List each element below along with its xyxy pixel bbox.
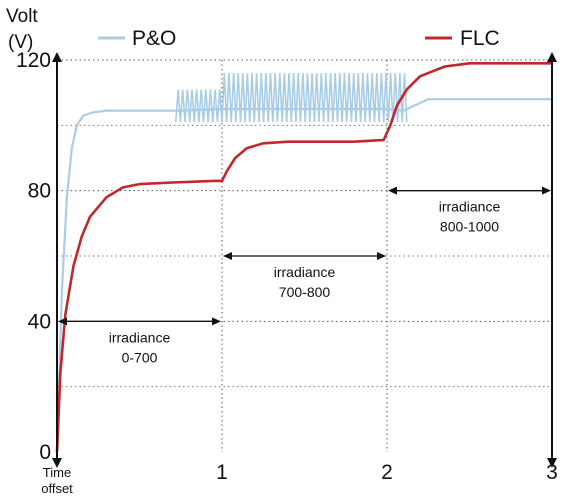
annotation-arrowhead-right-0 (212, 317, 221, 326)
annotation-label-line2-0: 0-700 (122, 349, 158, 365)
series-line-p-o (55, 98, 552, 453)
y-axis-label-line2: (V) (8, 32, 33, 53)
y-axis-left-arrow (52, 52, 62, 62)
x-tick-label-2: 2 (381, 461, 393, 484)
y-axis-label-line1: Volt (6, 6, 38, 27)
annotation-label-line2-1: 700-800 (279, 284, 331, 300)
annotation-arrowhead-right-1 (377, 252, 386, 260)
x-tick-label-1: 1 (216, 461, 228, 484)
series-oscillation-p-o-1 (221, 73, 408, 123)
annotation-arrowhead-left-2 (388, 186, 397, 195)
annotation-arrowhead-left-1 (223, 252, 232, 260)
y-axis-left-arrow-bottom (52, 458, 62, 468)
x-tick-label-3: 3 (546, 461, 558, 484)
y-axis-right-arrow-bottom (547, 458, 557, 468)
y-tick-label-2: 80 (28, 180, 51, 203)
legend-label-flc: FLC (460, 27, 500, 50)
annotations: irradiance 0-700 irradiance 700-800 irradian… (58, 186, 551, 365)
annotation-arrowhead-right-2 (542, 186, 551, 195)
x-tick-label-0-line2: offset (41, 481, 73, 496)
axes: 0 40 80 120 Time 1 2 3 (16, 49, 558, 484)
legend-label-po: P&O (132, 27, 176, 50)
annotation-label-line1-1: irradiance (274, 264, 336, 280)
annotation-arrowhead-left-0 (58, 317, 67, 326)
series-layer (55, 62, 552, 453)
series-oscillation-p-o-0 (175, 89, 223, 123)
y-tick-label-1: 40 (28, 310, 51, 333)
series-line-flc (55, 62, 552, 453)
y-tick-label-0: 0 (39, 441, 51, 464)
annotation-label-line1-2: irradiance (439, 199, 501, 215)
annotation-label-line1-0: irradiance (109, 329, 171, 345)
legend: P&O FLC (98, 27, 500, 50)
x-tick-label-0: Time (43, 465, 71, 480)
y-axis-right-arrow (547, 52, 557, 62)
y-tick-label-3: 120 (16, 49, 51, 72)
annotation-label-line2-2: 800-1000 (440, 219, 499, 235)
